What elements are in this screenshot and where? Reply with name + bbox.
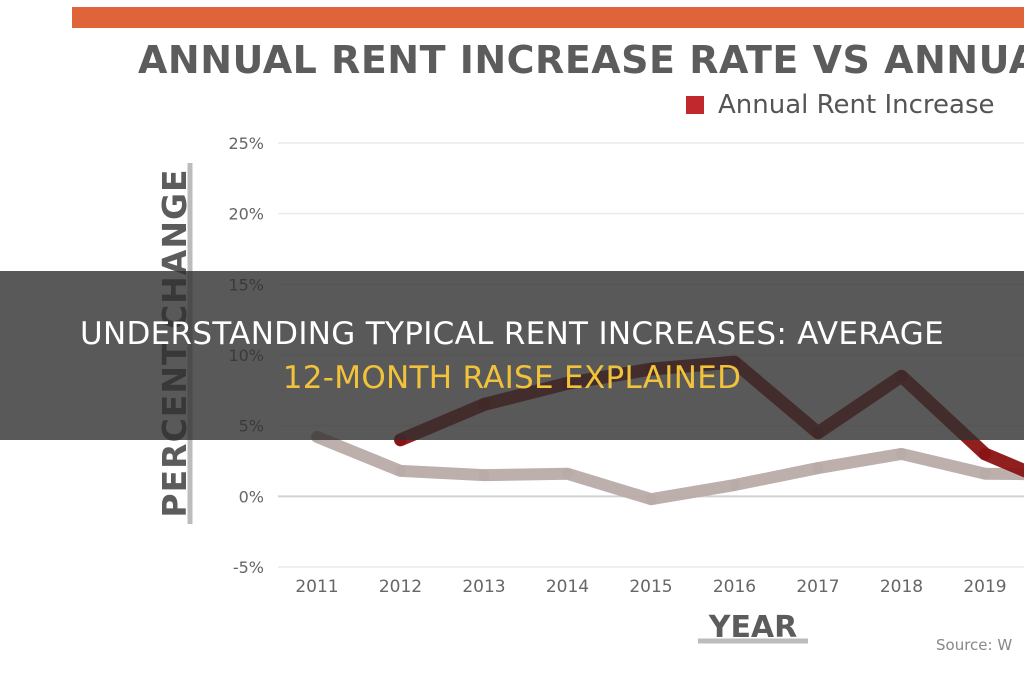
banner-title-line2: 12-MONTH RAISE EXPLAINED (282, 359, 742, 396)
y-tick-label: 20% (228, 205, 264, 224)
chart-title: ANNUAL RENT INCREASE RATE VS ANNUAL C (138, 38, 1024, 82)
data-point-secondary (478, 469, 490, 481)
x-tick-label: 2013 (462, 577, 505, 597)
data-point-rent (979, 447, 991, 460)
x-tick-label: 2011 (295, 577, 338, 597)
x-tick-label: 2014 (546, 577, 589, 597)
series-line-secondary (311, 430, 1024, 506)
x-tick-label: 2012 (379, 577, 422, 597)
x-tick-label: 2017 (796, 577, 839, 597)
data-point-secondary (812, 462, 824, 474)
data-point-secondary (729, 479, 740, 491)
x-tick-label: 2019 (963, 577, 1006, 597)
y-tick-label: 25% (228, 134, 264, 153)
source-note: Source: W (936, 636, 1012, 654)
data-point-secondary (896, 448, 907, 460)
title-banner: UNDERSTANDING TYPICAL RENT INCREASES: AV… (0, 271, 1024, 440)
data-point-secondary (562, 468, 573, 480)
accent-bar (72, 7, 1024, 28)
legend-swatch-icon (686, 96, 704, 114)
x-tick-label: 2015 (629, 577, 672, 597)
y-tick-label: 0% (239, 487, 264, 506)
legend-label-rent: Annual Rent Increase (718, 90, 995, 120)
data-point-secondary (645, 493, 657, 505)
data-point-secondary (979, 468, 991, 480)
x-tick-label: 2018 (880, 577, 923, 597)
x-tick-label: 2016 (713, 577, 756, 597)
x-axis-label: YEAR (708, 610, 798, 645)
y-tick-label: -5% (233, 558, 264, 577)
data-point-secondary (395, 465, 406, 477)
banner-title-line1: UNDERSTANDING TYPICAL RENT INCREASES: AV… (80, 315, 944, 352)
chart-legend: Annual Rent Increase (686, 88, 1024, 122)
